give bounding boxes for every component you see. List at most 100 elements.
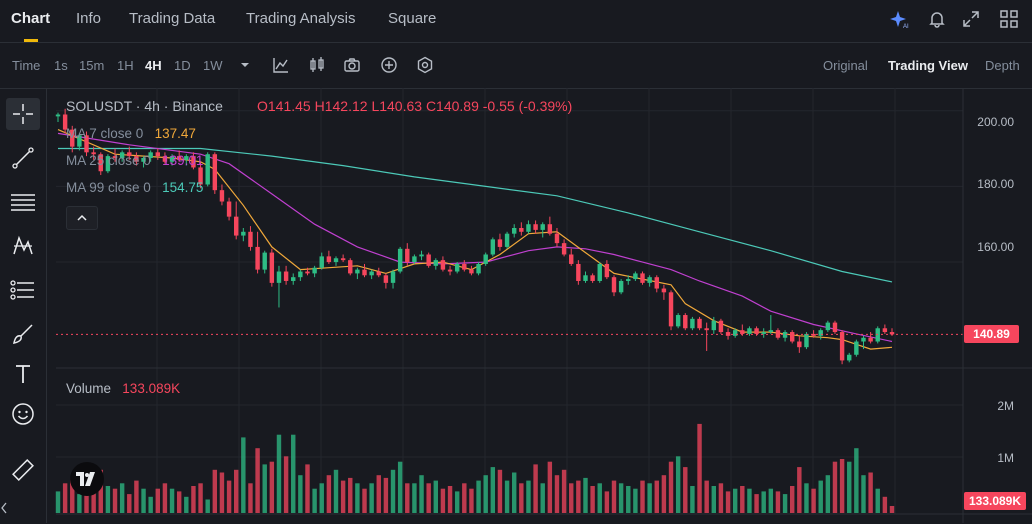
volume-bar	[291, 434, 296, 513]
volume-bar	[554, 475, 560, 513]
trendline-icon	[12, 147, 34, 169]
layout-grid-icon[interactable]	[999, 9, 1019, 29]
volume-bar	[269, 461, 275, 513]
volume-bar	[690, 486, 695, 513]
timeframe-1h[interactable]: 1H	[117, 58, 134, 73]
volume-bar	[647, 483, 652, 513]
candle-body	[91, 152, 96, 155]
emoji-tool[interactable]	[6, 398, 40, 430]
tradingview-logo[interactable]	[70, 462, 104, 496]
volume-bar	[761, 491, 766, 513]
candle-body	[875, 328, 880, 342]
bell-icon[interactable]	[927, 9, 947, 29]
view-depth[interactable]: Depth	[985, 58, 1020, 73]
tab-square[interactable]: Square	[388, 10, 437, 27]
volume-bar	[148, 496, 153, 513]
candle-body	[169, 156, 175, 162]
timeframe-1s[interactable]: 1s	[54, 58, 68, 73]
ma7-value: 137.47	[154, 126, 196, 141]
volume-bar	[55, 491, 61, 513]
view-trading-view[interactable]: Trading View	[888, 58, 968, 73]
tab-chart[interactable]: Chart	[11, 10, 51, 27]
measure-tool[interactable]	[6, 274, 40, 306]
expand-icon[interactable]	[961, 9, 981, 29]
volume-bar	[70, 477, 75, 513]
volume-bar	[861, 475, 866, 513]
volume-bar	[191, 486, 196, 513]
candle-body	[882, 328, 888, 333]
timeframe-1d[interactable]: 1D	[174, 58, 191, 73]
volume-bar	[882, 496, 888, 513]
volume-bar	[782, 494, 788, 513]
scroll-left-button[interactable]	[0, 492, 8, 524]
crosshair-tool[interactable]	[6, 98, 40, 130]
ai-sparkle-icon[interactable]: AI	[890, 9, 910, 29]
volume-bar	[105, 486, 111, 513]
volume-bar	[141, 488, 146, 513]
pattern-tool[interactable]	[6, 230, 40, 262]
ruler-tool[interactable]	[6, 454, 40, 486]
candle-body	[355, 269, 360, 274]
timeframe-4h[interactable]: 4H	[145, 58, 162, 73]
timeframe-15m[interactable]: 15m	[79, 58, 105, 73]
candle-body	[191, 156, 196, 168]
candle-body	[839, 332, 845, 361]
candle-body	[654, 277, 659, 289]
tab-trading-analysis[interactable]: Trading Analysis	[246, 10, 356, 27]
candle-body	[540, 224, 545, 230]
candle-body	[725, 332, 731, 336]
view-original[interactable]: Original	[823, 58, 868, 73]
collapse-legend-button[interactable]	[66, 206, 98, 230]
candle-body	[811, 333, 816, 336]
candle-type-icon[interactable]	[308, 56, 326, 74]
volume-bar	[305, 464, 310, 513]
candle-body	[176, 156, 182, 160]
candle-body	[711, 320, 717, 331]
candle-body	[112, 156, 118, 158]
measure-icon	[10, 280, 34, 300]
low-value: L140.63	[371, 98, 423, 114]
volume-value: 133.089K	[122, 381, 181, 396]
indicator-icon[interactable]	[272, 56, 290, 74]
chevron-down-icon[interactable]	[236, 56, 254, 74]
brush-tool[interactable]	[6, 318, 40, 350]
text-tool[interactable]	[6, 358, 40, 390]
volume-bar	[326, 475, 332, 513]
volume-bar	[504, 480, 510, 513]
plus-circle-icon[interactable]	[380, 56, 398, 74]
top-nav: Chart Info Trading Data Trading Analysis…	[0, 0, 1032, 43]
camera-icon[interactable]	[343, 56, 361, 74]
candle-body	[889, 332, 895, 335]
price-tick-200: 200.00	[977, 115, 1014, 129]
trendline-tool[interactable]	[6, 142, 40, 174]
volume-bar	[711, 486, 717, 513]
candle-body	[697, 318, 702, 329]
candle-body	[77, 135, 82, 147]
candle-body	[340, 258, 346, 261]
candle-body	[647, 277, 652, 283]
tab-trading-data[interactable]: Trading Data	[129, 10, 216, 27]
candle-body	[554, 233, 560, 244]
tab-info[interactable]: Info	[76, 10, 102, 27]
timeframe-1w[interactable]: 1W	[203, 58, 223, 73]
fib-lines-tool[interactable]	[6, 186, 40, 218]
candle-body	[469, 269, 474, 274]
volume-bar	[419, 475, 424, 513]
candle-body	[440, 260, 446, 270]
candle-body	[504, 233, 510, 247]
candle-body	[497, 239, 503, 247]
volume-bar	[839, 459, 845, 513]
ma25-line	[57, 132, 893, 343]
volume-bar	[804, 483, 809, 513]
settings-icon[interactable]	[416, 56, 434, 74]
ma7-legend: MA 7 close 0 137.47	[66, 126, 196, 141]
volume-bar	[811, 488, 816, 513]
volume-bar	[219, 472, 225, 513]
moving-average-lines	[57, 129, 893, 350]
volume-bar	[697, 423, 702, 513]
candle-body	[740, 330, 745, 334]
candle-body	[362, 269, 367, 276]
volume-current-tag: 133.089K	[964, 492, 1026, 510]
volume-bar	[226, 480, 232, 513]
